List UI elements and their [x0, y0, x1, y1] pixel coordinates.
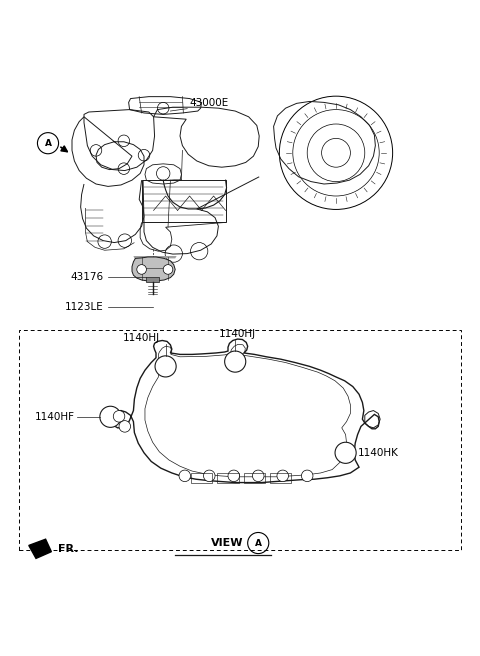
Polygon shape [133, 256, 177, 258]
Circle shape [155, 356, 176, 377]
Bar [270, 473, 291, 483]
Text: A: A [45, 138, 51, 148]
Bar [244, 473, 265, 483]
Circle shape [119, 420, 131, 432]
Text: FR.: FR. [58, 544, 78, 554]
Polygon shape [132, 257, 175, 281]
Text: 1140HK: 1140HK [358, 448, 398, 458]
Bar [191, 473, 212, 483]
Circle shape [179, 470, 191, 482]
Circle shape [113, 411, 125, 422]
Bar [217, 473, 239, 483]
Circle shape [228, 470, 240, 482]
Text: 1123LE: 1123LE [64, 302, 103, 312]
Text: 43176: 43176 [70, 272, 103, 281]
Bar [146, 277, 159, 282]
Polygon shape [29, 539, 51, 558]
Text: 43000E: 43000E [189, 98, 228, 108]
Circle shape [252, 470, 264, 482]
Circle shape [301, 470, 313, 482]
Text: 1140HF: 1140HF [35, 412, 74, 422]
Circle shape [137, 264, 146, 274]
Text: 1140HJ: 1140HJ [123, 333, 160, 343]
Bar [142, 180, 226, 222]
Text: A: A [255, 539, 262, 548]
Circle shape [163, 264, 173, 274]
Circle shape [335, 442, 356, 463]
Text: 1140HJ: 1140HJ [219, 329, 256, 338]
Text: VIEW: VIEW [211, 538, 244, 548]
Circle shape [204, 470, 215, 482]
Circle shape [225, 351, 246, 372]
Circle shape [100, 406, 121, 427]
Bar [19, 331, 461, 550]
Circle shape [277, 470, 288, 482]
